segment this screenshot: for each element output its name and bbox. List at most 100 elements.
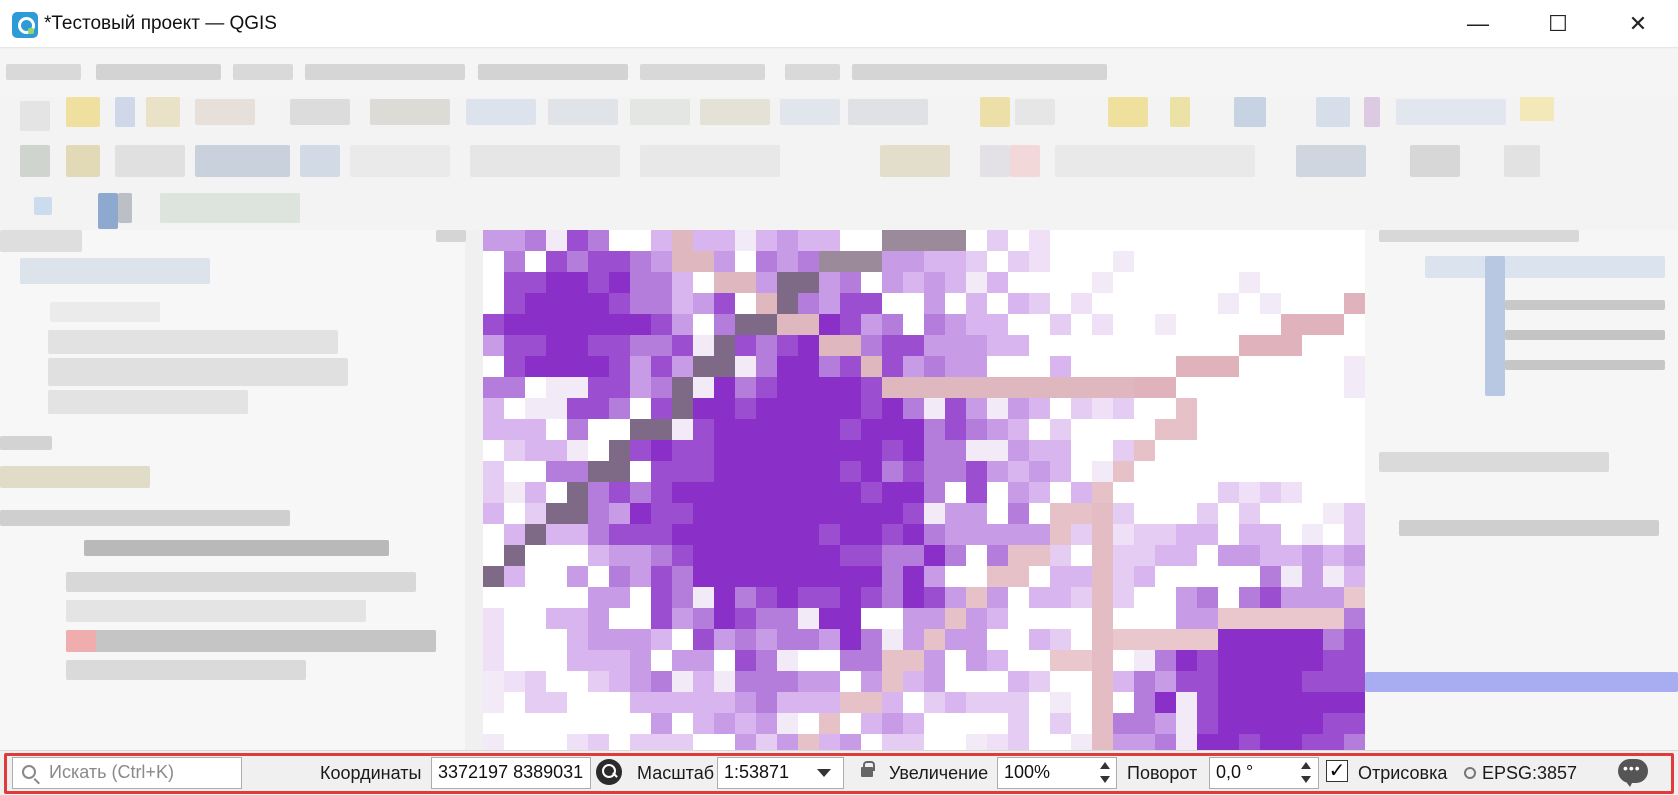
map-pixel [798, 398, 819, 419]
locator-search-input[interactable]: Искать (Ctrl+K) [12, 757, 242, 789]
map-road-pixel [1071, 377, 1092, 398]
lock-icon[interactable] [861, 761, 875, 777]
map-pixel [546, 251, 567, 272]
map-pixel [777, 566, 798, 587]
map-pixel [693, 608, 714, 629]
map-pixel [693, 230, 714, 251]
crs-button[interactable]: EPSG:3857 [1482, 763, 1578, 783]
map-road-pixel [861, 356, 882, 377]
map-pixel [924, 650, 945, 671]
map-pixel [987, 230, 1008, 251]
map-pixel [1113, 524, 1134, 545]
map-pixel [1050, 545, 1071, 566]
map-pixel [798, 608, 819, 629]
magnifier-spinner[interactable] [1095, 757, 1115, 789]
map-pixel [756, 608, 777, 629]
map-road-pixel [1176, 419, 1197, 440]
map-pixel [1260, 713, 1281, 734]
maximize-button[interactable]: ☐ [1518, 0, 1598, 48]
map-pixel [819, 503, 840, 524]
map-pixel [1071, 566, 1092, 587]
map-pixel [966, 734, 987, 750]
minimize-button[interactable]: — [1438, 0, 1518, 48]
map-pixel [756, 461, 777, 482]
map-pixel [840, 524, 861, 545]
coordinates-field[interactable]: 3372197 8389031 [431, 757, 591, 789]
map-pixel [756, 692, 777, 713]
minimize-icon: — [1467, 11, 1489, 36]
map-road-pixel [777, 272, 798, 293]
map-road-pixel [1113, 377, 1134, 398]
map-pixel [714, 503, 735, 524]
map-pixel [756, 230, 777, 251]
map-road-pixel [630, 419, 651, 440]
map-road-pixel [1197, 629, 1218, 650]
map-road-pixel [1218, 356, 1239, 377]
map-canvas[interactable] [483, 230, 1365, 750]
map-pixel [1344, 608, 1365, 629]
map-pixel [1155, 545, 1176, 566]
map-pixel [1113, 734, 1134, 750]
render-checkbox[interactable]: ✓ [1326, 760, 1348, 782]
map-pixel [1344, 692, 1365, 713]
rotation-spinner[interactable] [1296, 757, 1316, 789]
map-pixel [1281, 482, 1302, 503]
map-pixel [672, 671, 693, 692]
map-pixel [672, 272, 693, 293]
map-pixel [987, 398, 1008, 419]
map-pixel [861, 671, 882, 692]
map-pixel [609, 545, 630, 566]
messages-icon[interactable] [1618, 759, 1648, 787]
map-pixel [861, 398, 882, 419]
map-pixel [1344, 671, 1365, 692]
map-pixel [756, 482, 777, 503]
close-button[interactable]: ✕ [1598, 0, 1678, 48]
map-road-pixel [588, 461, 609, 482]
map-pixel [1113, 251, 1134, 272]
map-pixel [819, 587, 840, 608]
map-pixel [903, 335, 924, 356]
map-pixel [819, 566, 840, 587]
map-pixel [672, 335, 693, 356]
map-pixel [1155, 524, 1176, 545]
map-pixel [504, 230, 525, 251]
map-pixel [1281, 587, 1302, 608]
map-pixel [1176, 587, 1197, 608]
map-pixel [588, 398, 609, 419]
map-pixel [1134, 734, 1155, 750]
map-pixel [714, 419, 735, 440]
map-road-pixel [1344, 587, 1365, 608]
map-pixel [714, 566, 735, 587]
map-pixel [903, 482, 924, 503]
chevron-down-icon[interactable] [817, 769, 831, 777]
map-road-pixel [1281, 314, 1302, 335]
map-pixel [924, 671, 945, 692]
map-pixel [882, 356, 903, 377]
map-pixel [651, 608, 672, 629]
map-pixel [798, 587, 819, 608]
map-pixel [840, 272, 861, 293]
map-road-pixel [819, 251, 840, 272]
map-road-pixel [1071, 650, 1092, 671]
map-pixel [1323, 713, 1344, 734]
magnifier-icon[interactable] [596, 759, 622, 785]
map-pixel [819, 377, 840, 398]
map-pixel [567, 272, 588, 293]
map-pixel [1218, 482, 1239, 503]
map-road-pixel [945, 377, 966, 398]
map-pixel [483, 734, 504, 750]
map-pixel [1239, 503, 1260, 524]
map-road-pixel [546, 503, 567, 524]
map-pixel [840, 419, 861, 440]
map-pixel [504, 335, 525, 356]
map-pixel [903, 608, 924, 629]
magnifier-field[interactable]: 100% [997, 757, 1117, 789]
map-pixel [945, 461, 966, 482]
map-pixel [1239, 482, 1260, 503]
map-pixel [924, 314, 945, 335]
map-pixel [714, 314, 735, 335]
map-pixel [1113, 398, 1134, 419]
rotation-field[interactable]: 0,0 ° [1209, 757, 1319, 789]
map-pixel [567, 419, 588, 440]
render-label: Отрисовка [1358, 763, 1448, 783]
